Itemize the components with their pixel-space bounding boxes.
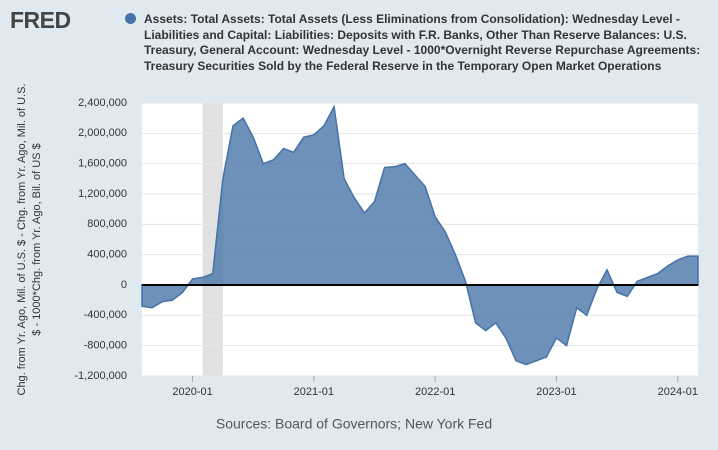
source: Sources: Board of Governors; New York Fe… — [216, 416, 492, 432]
y-tick-label: 800,000 — [87, 218, 127, 230]
legend-marker — [125, 13, 136, 24]
x-tick-label: 2022-01 — [415, 386, 455, 398]
y-tick-label: 1,200,000 — [78, 188, 127, 200]
y-axis-label-line: $ - 1000*Chg. from Yr. Ago, Bil. of US $ — [31, 143, 43, 335]
y-tick-label: 400,000 — [87, 249, 127, 261]
recession-band — [202, 103, 223, 376]
y-axis-label: Chg. from Yr. Ago, Mil. of U.S. $ - Chg.… — [16, 84, 43, 396]
x-tick-label: 2024-01 — [658, 386, 698, 398]
y-tick-label: 1,600,000 — [78, 158, 127, 170]
y-tick-label: -400,000 — [84, 309, 127, 321]
area — [141, 104, 699, 366]
x-tick-label: 2020-01 — [172, 386, 212, 398]
y-tick-label: -1,200,000 — [74, 370, 127, 382]
y-tick-label: -800,000 — [84, 340, 127, 352]
y-tick-label: 0 — [121, 279, 127, 291]
y-tick-label: 2,400,000 — [78, 97, 127, 109]
x-tick-label: 2023-01 — [536, 386, 576, 398]
x-tick-label: 2021-01 — [294, 386, 334, 398]
logo: FRED — [10, 7, 71, 33]
y-tick-label: 2,000,000 — [78, 127, 127, 139]
y-axis-label-line: Chg. from Yr. Ago, Mil. of U.S. $ - Chg.… — [16, 84, 28, 396]
chart-title: Assets: Total Assets: Total Assets (Less… — [144, 12, 701, 73]
